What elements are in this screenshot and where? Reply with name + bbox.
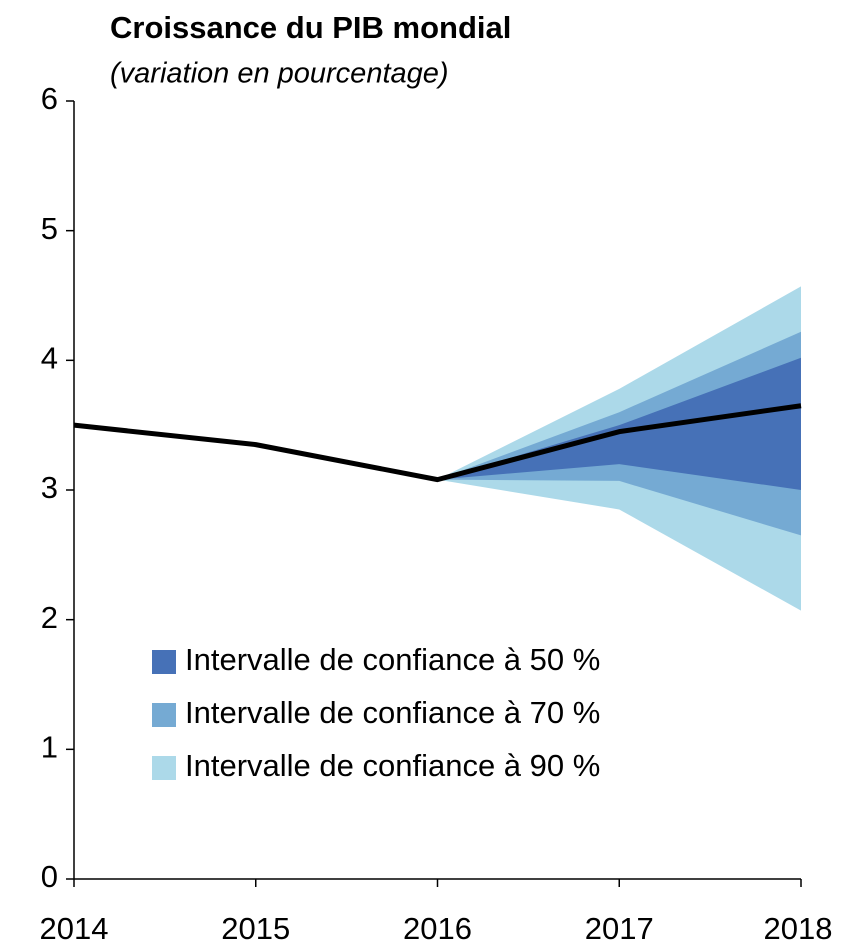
y-tick-label: 1 [41, 730, 58, 765]
y-tick-label: 2 [41, 600, 58, 635]
legend-label: Intervalle de confiance à 90 % [185, 748, 600, 783]
x-tick-label: 2015 [221, 911, 290, 946]
chart-title: Croissance du PIB mondial [110, 10, 511, 45]
legend-swatch [152, 703, 176, 727]
legend-swatch [152, 756, 176, 780]
legend-label: Intervalle de confiance à 70 % [185, 695, 600, 730]
y-tick-label: 0 [41, 859, 58, 894]
x-tick-label: 2014 [40, 911, 109, 946]
y-tick-label: 3 [41, 470, 58, 505]
y-tick-label: 6 [41, 81, 58, 116]
chart-subtitle: (variation en pourcentage) [110, 58, 449, 90]
legend-label: Intervalle de confiance à 50 % [185, 642, 600, 677]
y-tick-label: 4 [41, 341, 58, 376]
x-tick-label: 2016 [403, 911, 472, 946]
x-tick-label: 2017 [585, 911, 654, 946]
forecast-line [73, 403, 802, 483]
y-tick-label: 5 [41, 211, 58, 246]
x-tick-label: 2018 [764, 911, 833, 946]
legend-swatch [152, 650, 176, 674]
